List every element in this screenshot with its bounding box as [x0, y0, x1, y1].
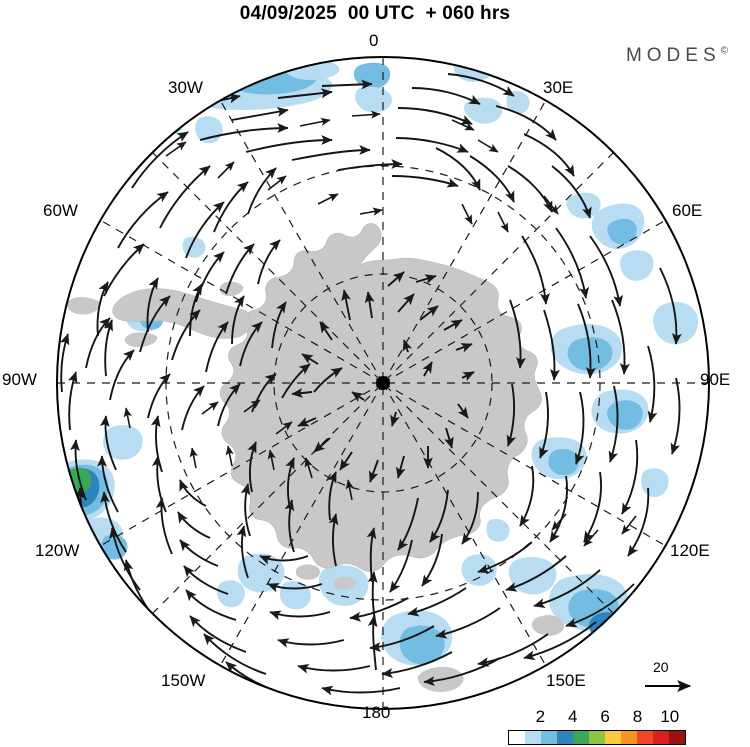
colorbar-segment-1 [525, 731, 541, 744]
modes-logo: MODES© [626, 45, 728, 67]
lon-label-150W: 150W [161, 671, 206, 690]
chart-title: 04/09/2025 00 UTC + 060 hrs [239, 3, 511, 24]
lon-label-60W: 60W [43, 201, 78, 220]
wind-vector-field-small [123, 110, 637, 547]
lon-label-120E: 120E [670, 541, 710, 560]
lon-label-90E: 90E [700, 370, 731, 389]
colorbar-segment-6 [605, 731, 621, 744]
copyright-icon: © [720, 45, 728, 57]
wind-vector-field [59, 73, 682, 697]
vector-scale-label: 20 [653, 659, 669, 675]
colorbar-segment-7 [621, 731, 637, 744]
lon-label-60E: 60E [672, 201, 703, 220]
lon-label-90W: 90W [2, 370, 37, 389]
colorbar-tick-10: 10 [660, 707, 680, 726]
colorbar [508, 730, 686, 745]
colorbar-segment-4 [573, 731, 589, 744]
colorbar-segment-9 [653, 731, 669, 744]
colorbar-segment-0 [509, 731, 525, 744]
colorbar-tick-4: 4 [567, 707, 578, 726]
lon-label-0: 0 [369, 31, 379, 50]
colorbar-tick-6: 6 [600, 707, 610, 726]
brand-name: MODES [625, 45, 721, 66]
lon-label-150E: 150E [546, 671, 586, 690]
lon-label-30E: 30E [543, 78, 574, 97]
globe-outline [56, 56, 710, 710]
colorbar-segment-3 [557, 731, 573, 744]
colorbar-segment-8 [637, 731, 653, 744]
colorbar-segment-10 [669, 731, 685, 744]
colorbar-segment-2 [541, 731, 557, 744]
south-pole-marker [376, 376, 390, 390]
lon-label-30W: 30W [168, 78, 203, 97]
colorbar-tick-8: 8 [632, 707, 643, 726]
colorbar-tick-2: 2 [535, 707, 546, 726]
antarctica-landmass [67, 223, 565, 692]
lon-label-120W: 120W [35, 541, 80, 560]
lon-label-180: 180 [362, 703, 391, 722]
colorbar-segment-5 [589, 731, 605, 744]
